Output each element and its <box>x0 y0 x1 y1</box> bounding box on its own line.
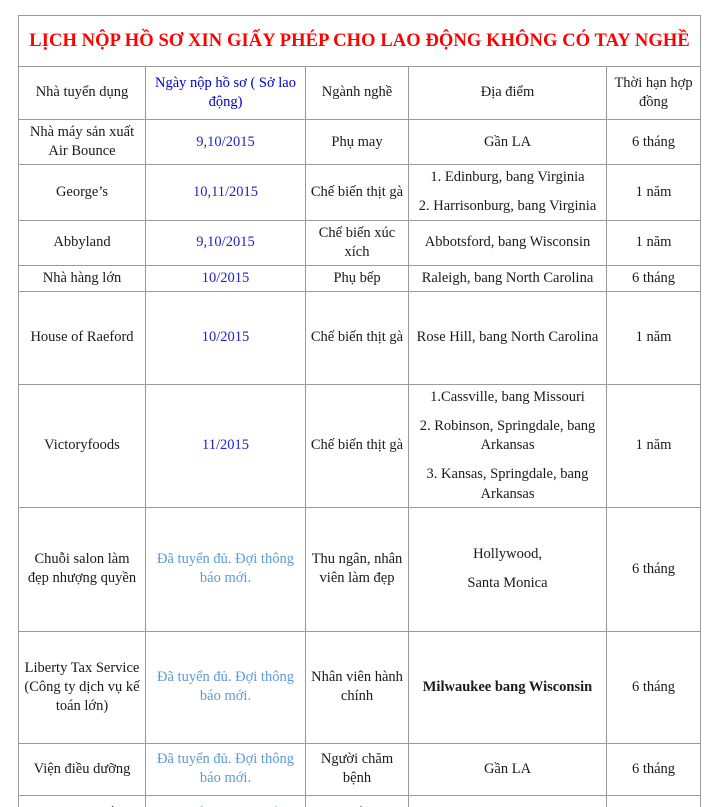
table-row: Trạm xăng dầu phức hợp Đã tuyển đủ. Đợi … <box>18 794 702 807</box>
table-row: House of Raeford 10/2015 Chế biến thịt g… <box>18 290 702 385</box>
location-line: Gần LA <box>483 133 532 150</box>
cell-contract-term: 1 năm <box>605 219 702 266</box>
location-line: Abbotsford, bang Wisconsin <box>424 234 591 251</box>
recruitment-schedule-table: LỊCH NỘP HỒ SƠ XIN GIẤY PHÉP CHO LAO ĐỘN… <box>17 15 702 807</box>
location-line: 1.Cassville, bang Missouri <box>430 389 585 406</box>
cell-location: Abbotsford, bang Wisconsin <box>408 219 607 266</box>
table-header-row: Nhà tuyển dụng Ngày nộp hồ sơ ( Sở lao đ… <box>18 66 702 120</box>
cell-contract-term: 6 tháng <box>605 506 702 632</box>
table-title-cell: LỊCH NỘP HỒ SƠ XIN GIẤY PHÉP CHO LAO ĐỘN… <box>17 15 702 67</box>
cell-location: 1.Cassville, bang Missouri 2. Robinson, … <box>408 383 607 508</box>
column-header-location: Địa điểm <box>408 66 607 120</box>
cell-occupation: Thu ngân, nhân viên làm đẹp <box>305 506 409 632</box>
cell-employer: Liberty Tax Service (Công ty dịch vụ kế … <box>18 630 146 744</box>
cell-location: Rose Hill, bang North Carolina <box>408 290 607 385</box>
cell-contract-term: 6 tháng <box>605 742 702 796</box>
cell-employer: Viện điều dưỡng <box>18 742 146 796</box>
cell-occupation: Chế biến xúc xích <box>305 219 409 266</box>
column-header-contract-term: Thời hạn hợp đồng <box>605 66 702 120</box>
cell-occupation: Thu ngân, rửa xe <box>305 794 409 807</box>
cell-submission-date: 10/2015 <box>145 290 306 385</box>
table-row: Liberty Tax Service (Công ty dịch vụ kế … <box>18 630 702 744</box>
cell-submission-status: Đã tuyển đủ. Đợi thông báo mới. <box>145 630 306 744</box>
line-gap <box>413 187 602 197</box>
cell-contract-term: 6 tháng <box>605 118 702 166</box>
cell-submission-date: 11/2015 <box>145 383 306 508</box>
cell-submission-status: Đã tuyển đủ. Đợi thông báo mới. <box>145 742 306 796</box>
cell-submission-date: 10,11/2015 <box>145 164 306 221</box>
cell-submission-status: Đã tuyển đủ. Đợi thông báo mới. <box>145 794 306 807</box>
cell-location: El Centro bang California. <box>408 794 607 807</box>
cell-submission-date: 9,10/2015 <box>145 118 306 166</box>
cell-location: Hollywood, Santa Monica <box>408 506 607 632</box>
location-line: Hollywood, <box>473 546 542 563</box>
line-gap <box>413 455 602 465</box>
location-line: Gần LA <box>483 760 532 777</box>
location-line: Milwaukee bang Wisconsin <box>422 678 593 695</box>
location-line: Rose Hill, bang North Carolina <box>416 329 599 346</box>
table-row: Abbyland 9,10/2015 Chế biến xúc xích Abb… <box>18 219 702 266</box>
location-line: 2. Robinson, Springdale, bang Arkansas <box>419 418 596 454</box>
location-line: 1. Edinburg, bang Virginia <box>430 169 585 186</box>
cell-contract-term: 1 năm <box>605 290 702 385</box>
location-line: 2. Harrisonburg, bang Virginia <box>418 198 597 215</box>
table-row: Chuỗi salon làm đẹp nhượng quyền Đã tuyể… <box>18 506 702 632</box>
column-header-employer: Nhà tuyển dụng <box>18 66 146 120</box>
cell-contract-term: 6 tháng <box>605 264 702 292</box>
cell-occupation: Chế biến thịt gà <box>305 290 409 385</box>
cell-submission-date: 9,10/2015 <box>145 219 306 266</box>
cell-employer: House of Raeford <box>18 290 146 385</box>
location-line: 3. Kansas, Springdale, bang Arkansas <box>426 466 589 502</box>
cell-employer: George’s <box>18 164 146 221</box>
table-row: Viện điều dưỡng Đã tuyển đủ. Đợi thông b… <box>18 742 702 796</box>
location-line: Santa Monica <box>467 575 548 592</box>
cell-employer: Nhà máy sản xuất Air Bounce <box>18 118 146 166</box>
cell-employer: Nhà hàng lớn <box>18 264 146 292</box>
cell-contract-term: 6 tháng <box>605 630 702 744</box>
line-gap <box>413 564 602 574</box>
location-line: Raleigh, bang North Carolina <box>421 269 594 286</box>
cell-occupation: Chế biến thịt gà <box>305 383 409 508</box>
table-row: George’s 10,11/2015 Chế biến thịt gà 1. … <box>18 164 702 221</box>
cell-employer: Trạm xăng dầu phức hợp <box>18 794 146 807</box>
cell-occupation: Phụ bếp <box>305 264 409 292</box>
cell-location: 1. Edinburg, bang Virginia 2. Harrisonbu… <box>408 164 607 221</box>
cell-submission-date: 10/2015 <box>145 264 306 292</box>
cell-employer: Abbyland <box>18 219 146 266</box>
cell-occupation: Người chăm bệnh <box>305 742 409 796</box>
cell-contract-term: 1 năm <box>605 383 702 508</box>
cell-contract-term: 1 năm <box>605 164 702 221</box>
cell-submission-status: Đã tuyển đủ. Đợi thông báo mới. <box>145 506 306 632</box>
line-gap <box>413 407 602 417</box>
table-row: Victoryfoods 11/2015 Chế biến thịt gà 1.… <box>18 383 702 508</box>
cell-employer: Victoryfoods <box>18 383 146 508</box>
cell-occupation: Nhân viên hành chính <box>305 630 409 744</box>
cell-location: Milwaukee bang Wisconsin <box>408 630 607 744</box>
page-title: LỊCH NỘP HỒ SƠ XIN GIẤY PHÉP CHO LAO ĐỘN… <box>29 30 690 51</box>
cell-location: Raleigh, bang North Carolina <box>408 264 607 292</box>
cell-location: Gần LA <box>408 742 607 796</box>
column-header-submission-date: Ngày nộp hồ sơ ( Sở lao động) <box>145 66 306 120</box>
table-row: Nhà máy sản xuất Air Bounce 9,10/2015 Ph… <box>18 118 702 166</box>
cell-employer: Chuỗi salon làm đẹp nhượng quyền <box>18 506 146 632</box>
cell-contract-term: 6 tháng <box>605 794 702 807</box>
table-title-row: LỊCH NỘP HỒ SƠ XIN GIẤY PHÉP CHO LAO ĐỘN… <box>17 15 702 67</box>
cell-occupation: Phụ may <box>305 118 409 166</box>
cell-location: Gần LA <box>408 118 607 166</box>
cell-occupation: Chế biến thịt gà <box>305 164 409 221</box>
table-row: Nhà hàng lớn 10/2015 Phụ bếp Raleigh, ba… <box>18 264 702 292</box>
column-header-occupation: Ngành nghề <box>305 66 409 120</box>
